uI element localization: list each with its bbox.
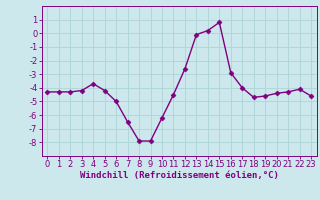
X-axis label: Windchill (Refroidissement éolien,°C): Windchill (Refroidissement éolien,°C) [80,171,279,180]
